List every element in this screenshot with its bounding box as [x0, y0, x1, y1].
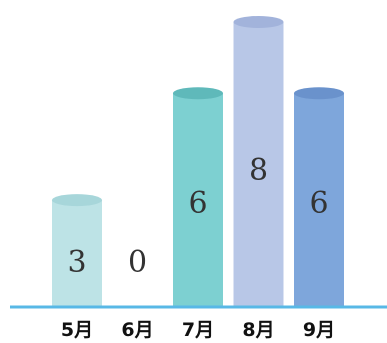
- x-tick-label-4: 8月: [242, 319, 274, 341]
- bar-cap-5: [294, 87, 344, 100]
- x-tick-label-5: 9月: [303, 319, 335, 341]
- x-tick-label-3: 7月: [182, 319, 214, 341]
- bar-cap-1: [52, 194, 102, 207]
- data-label-3: 6: [188, 186, 207, 221]
- bar-body-4: [233, 22, 284, 307]
- data-label-1: 3: [67, 245, 86, 280]
- bar-cap-4: [233, 16, 284, 28]
- bar-body-1: [52, 200, 102, 307]
- bar-3: [173, 87, 223, 307]
- data-label-2: 0: [128, 245, 147, 280]
- bar-1: [52, 194, 102, 307]
- bar-body-3: [173, 93, 223, 307]
- bar-body-5: [294, 93, 344, 307]
- x-tick-labels-group: 5月 6月 7月 8月 9月: [61, 319, 335, 341]
- data-label-5: 6: [309, 186, 328, 221]
- bars-group: [52, 16, 344, 307]
- bar-4: [233, 16, 284, 307]
- data-labels-group: 3 0 6 8 6: [67, 153, 328, 280]
- x-tick-label-2: 6月: [121, 319, 153, 341]
- bar-5: [294, 87, 344, 307]
- data-label-4: 8: [249, 153, 268, 188]
- bar-cap-3: [173, 87, 223, 100]
- x-tick-label-1: 5月: [61, 319, 93, 341]
